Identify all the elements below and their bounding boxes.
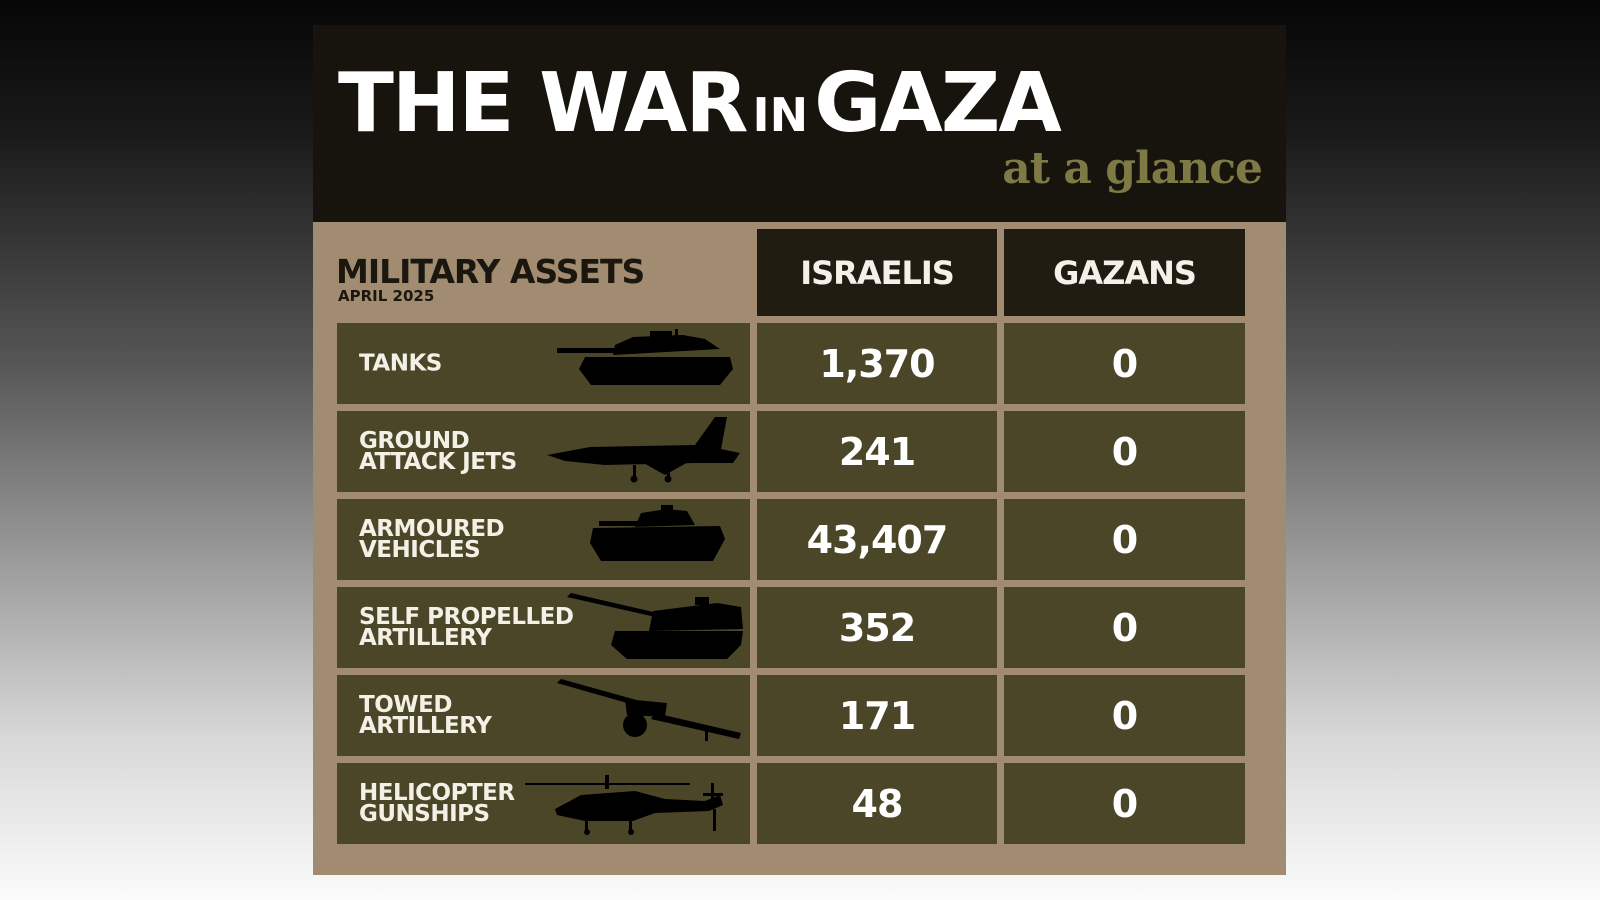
- title-part-gaza: GAZA: [814, 56, 1062, 151]
- fighter-jet-icon: [547, 417, 740, 483]
- israelis-value: 43,407: [757, 499, 997, 580]
- gazans-value: 0: [1004, 587, 1245, 668]
- helicopter-gunship-icon: [525, 775, 723, 835]
- row-label-cell: HELICOPTER GUNSHIPS: [337, 763, 750, 844]
- table-row: TOWED ARTILLERY 171 0: [313, 675, 1286, 756]
- armoured-vehicle-icon: [590, 505, 725, 561]
- row-label-cell: TANKS: [337, 323, 750, 404]
- israelis-value: 1,370: [757, 323, 997, 404]
- row-label-cell: GROUND ATTACK JETS: [337, 411, 750, 492]
- title-part-in: IN: [752, 88, 809, 142]
- table-row: HELICOPTER GUNSHIPS 48 0: [313, 763, 1286, 844]
- title-part-the-war: THE WAR: [338, 56, 748, 151]
- row-label: GROUND ATTACK JETS: [359, 427, 517, 475]
- row-label-cell: TOWED ARTILLERY: [337, 675, 750, 756]
- column-header-gazans: GAZANS: [1004, 229, 1245, 316]
- israelis-value: 171: [757, 675, 997, 756]
- table-row: TANKS 1,370 0: [313, 323, 1286, 404]
- row-label: HELICOPTER GUNSHIPS: [359, 779, 515, 827]
- gazans-value: 0: [1004, 323, 1245, 404]
- row-label-cell: SELF PROPELLED ARTILLERY: [337, 587, 750, 668]
- infographic-card: THE WAR INGAZA at a glance MILITARY ASSET…: [313, 25, 1286, 875]
- israelis-value: 352: [757, 587, 997, 668]
- table-row: GROUND ATTACK JETS 241 0: [313, 411, 1286, 492]
- row-label-cell: ARMOURED VEHICLES: [337, 499, 750, 580]
- gazans-value: 0: [1004, 411, 1245, 492]
- main-title: THE WAR INGAZA: [338, 63, 1268, 145]
- israelis-value: 48: [757, 763, 997, 844]
- table-row: SELF PROPELLED ARTILLERY 352 0: [313, 587, 1286, 668]
- header-banner: THE WAR INGAZA at a glance: [313, 25, 1286, 222]
- column-header-israelis: ISRAELIS: [757, 229, 997, 316]
- gazans-value: 0: [1004, 675, 1245, 756]
- row-label: SELF PROPELLED ARTILLERY: [359, 603, 574, 651]
- section-date: APRIL 2025: [338, 287, 435, 305]
- israelis-value: 241: [757, 411, 997, 492]
- towed-artillery-icon: [557, 679, 741, 741]
- section-title: MILITARY ASSETS: [336, 252, 645, 291]
- subtitle: at a glance: [1002, 143, 1263, 194]
- row-label: TOWED ARTILLERY: [359, 691, 492, 739]
- row-label: ARMOURED VEHICLES: [359, 515, 505, 563]
- gazans-value: 0: [1004, 499, 1245, 580]
- row-label: TANKS: [359, 350, 442, 376]
- table-row: ARMOURED VEHICLES 43,407 0: [313, 499, 1286, 580]
- self-propelled-artillery-icon: [567, 593, 743, 659]
- tank-icon: [557, 329, 733, 385]
- gazans-value: 0: [1004, 763, 1245, 844]
